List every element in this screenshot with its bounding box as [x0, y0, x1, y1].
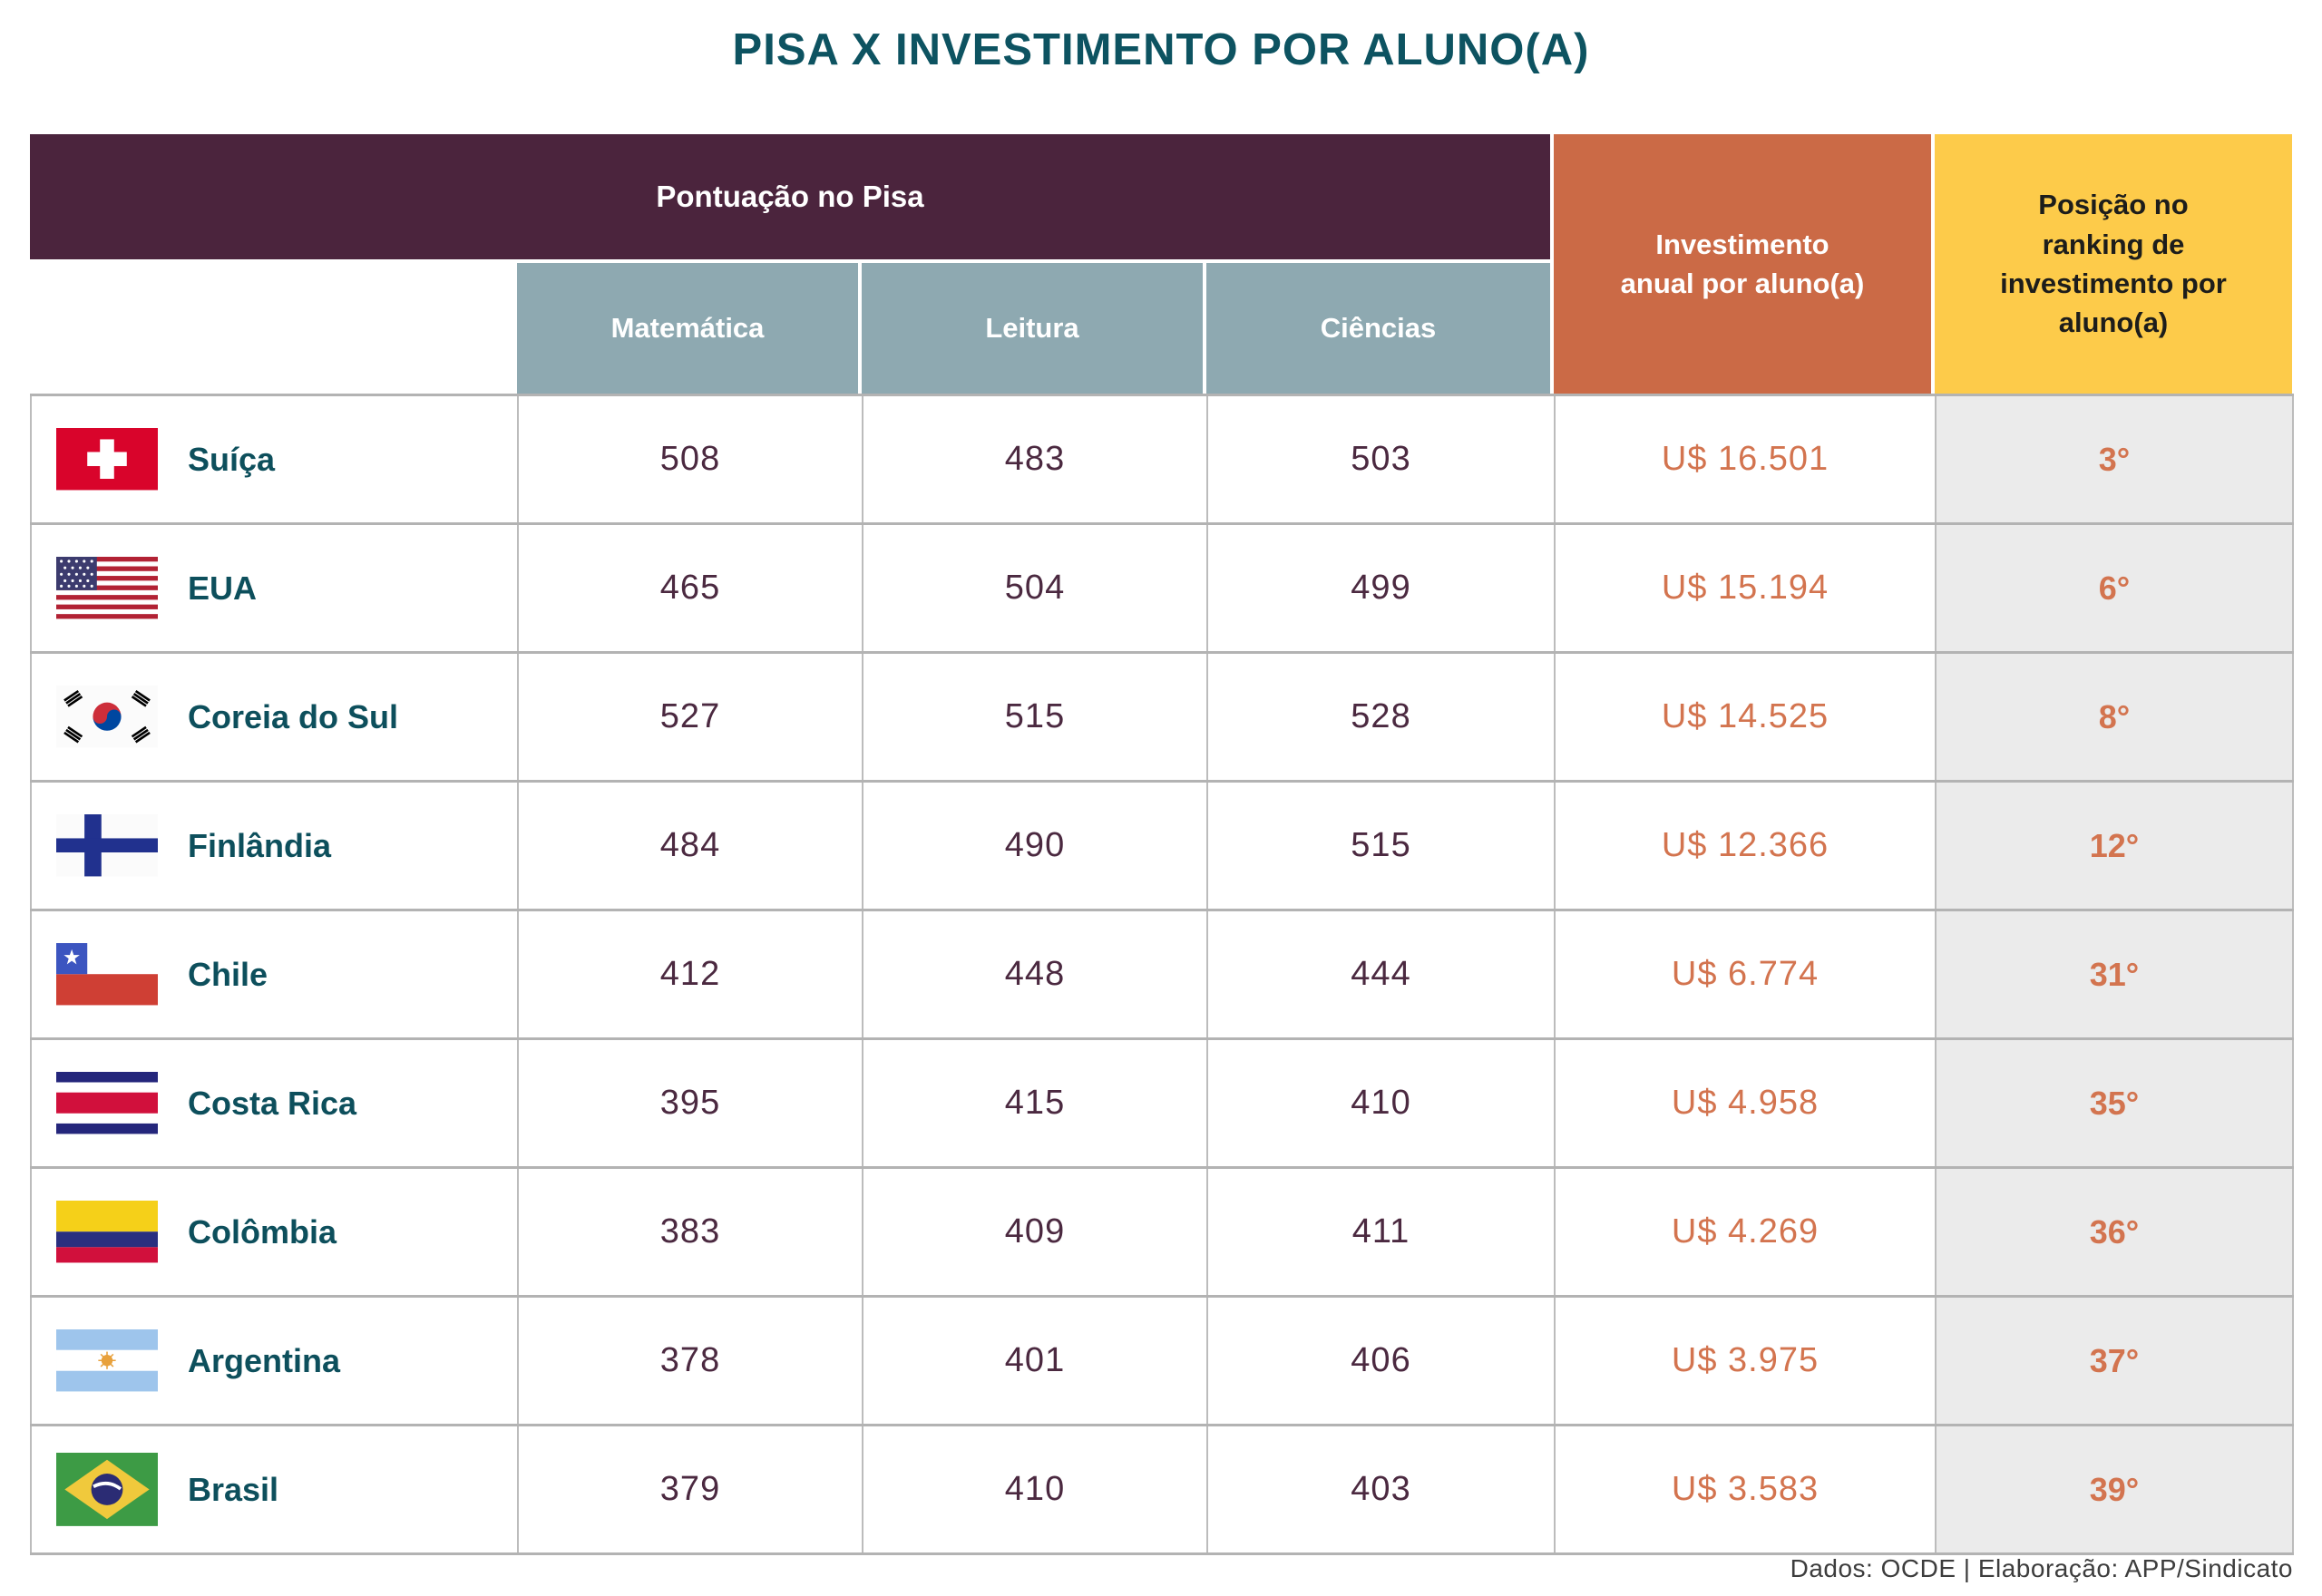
table-row-chile: Chile 412 448 444 U$ 6.774 31°: [30, 909, 2294, 1040]
score-matematica: 378: [517, 1295, 863, 1426]
header-ranking: Posição no ranking de investimento por a…: [1935, 134, 2292, 394]
south-korea-flag-icon: [56, 686, 158, 748]
usa-flag-icon: [56, 557, 158, 619]
table-row-colombia: Colômbia 383 409 411 U$ 4.269 36°: [30, 1166, 2294, 1298]
header-matematica: Matemática: [517, 263, 858, 394]
ranking-value: 6°: [1935, 522, 2294, 654]
investment-value: U$ 3.583: [1554, 1424, 1937, 1555]
table-row-coreia-do-sul: Coreia do Sul 527 515 528 U$ 14.525 8°: [30, 651, 2294, 783]
score-ciencias: 444: [1206, 909, 1556, 1040]
score-matematica: 412: [517, 909, 863, 1040]
score-ciencias: 403: [1206, 1424, 1556, 1555]
score-matematica: 383: [517, 1166, 863, 1298]
score-ciencias: 499: [1206, 522, 1556, 654]
country-cell: Brasil: [30, 1424, 519, 1555]
costa-rica-flag-icon: [56, 1072, 158, 1134]
ranking-value: 31°: [1935, 909, 2294, 1040]
brazil-flag-icon: [56, 1453, 158, 1526]
finland-flag-icon: [56, 814, 158, 877]
ranking-value: 37°: [1935, 1295, 2294, 1426]
ranking-value: 35°: [1935, 1037, 2294, 1169]
score-leitura: 415: [862, 1037, 1208, 1169]
score-leitura: 448: [862, 909, 1208, 1040]
header-leitura: Leitura: [862, 263, 1203, 394]
country-name: EUA: [188, 569, 258, 607]
ranking-value: 8°: [1935, 651, 2294, 783]
switzerland-flag-icon: [56, 428, 158, 491]
score-matematica: 395: [517, 1037, 863, 1169]
score-matematica: 484: [517, 780, 863, 911]
country-name: Brasil: [188, 1470, 279, 1508]
score-leitura: 409: [862, 1166, 1208, 1298]
header-ciencias: Ciências: [1206, 263, 1550, 394]
colombia-flag-icon: [56, 1201, 158, 1263]
investment-value: U$ 4.269: [1554, 1166, 1937, 1298]
score-ciencias: 515: [1206, 780, 1556, 911]
table-row-eua: EUA 465 504 499 U$ 15.194 6°: [30, 522, 2294, 654]
country-name: Suíça: [188, 440, 276, 478]
country-cell: EUA: [30, 522, 519, 654]
table-header: Pontuação no Pisa Matemática Leitura Ciê…: [30, 134, 2292, 394]
score-leitura: 410: [862, 1424, 1208, 1555]
score-leitura: 401: [862, 1295, 1208, 1426]
header-investimento: Investimento anual por aluno(a): [1554, 134, 1931, 394]
country-name: Costa Rica: [188, 1084, 357, 1122]
ranking-value: 39°: [1935, 1424, 2294, 1555]
header-empty-cell: [30, 263, 513, 394]
country-name: Argentina: [188, 1341, 341, 1379]
country-cell: Suíça: [30, 394, 519, 525]
ranking-value: 3°: [1935, 394, 2294, 525]
investment-value: U$ 3.975: [1554, 1295, 1937, 1426]
score-leitura: 515: [862, 651, 1208, 783]
source-credit: Dados: OCDE | Elaboração: APP/Sindicato: [1790, 1554, 2293, 1582]
country-cell: Argentina: [30, 1295, 519, 1426]
score-ciencias: 411: [1206, 1166, 1556, 1298]
score-matematica: 508: [517, 394, 863, 525]
country-name: Coreia do Sul: [188, 697, 399, 735]
country-cell: Chile: [30, 909, 519, 1040]
country-name: Colômbia: [188, 1212, 337, 1251]
score-matematica: 527: [517, 651, 863, 783]
table-row-finlandia: Finlândia 484 490 515 U$ 12.366 12°: [30, 780, 2294, 911]
score-matematica: 379: [517, 1424, 863, 1555]
table-row-suica: Suíça 508 483 503 U$ 16.501 3°: [30, 394, 2294, 525]
table-row-costa-rica: Costa Rica 395 415 410 U$ 4.958 35°: [30, 1037, 2294, 1169]
table-row-brasil: Brasil 379 410 403 U$ 3.583 39°: [30, 1424, 2294, 1555]
ranking-value: 12°: [1935, 780, 2294, 911]
country-cell: Finlândia: [30, 780, 519, 911]
score-ciencias: 406: [1206, 1295, 1556, 1426]
investment-value: U$ 6.774: [1554, 909, 1937, 1040]
score-leitura: 490: [862, 780, 1208, 911]
data-table: Suíça 508 483 503 U$ 16.501 3°: [30, 394, 2294, 1555]
investment-value: U$ 14.525: [1554, 651, 1937, 783]
score-ciencias: 528: [1206, 651, 1556, 783]
country-cell: Costa Rica: [30, 1037, 519, 1169]
score-ciencias: 410: [1206, 1037, 1556, 1169]
header-group-pisa: Pontuação no Pisa: [30, 134, 1550, 259]
table-row-argentina: Argentina 378 401 406 U$ 3.975 37°: [30, 1295, 2294, 1426]
score-leitura: 483: [862, 394, 1208, 525]
chile-flag-icon: [56, 943, 158, 1006]
investment-value: U$ 4.958: [1554, 1037, 1937, 1169]
score-matematica: 465: [517, 522, 863, 654]
country-cell: Colômbia: [30, 1166, 519, 1298]
investment-value: U$ 12.366: [1554, 780, 1937, 911]
score-leitura: 504: [862, 522, 1208, 654]
argentina-flag-icon: [56, 1329, 158, 1392]
country-name: Finlândia: [188, 826, 332, 864]
country-name: Chile: [188, 955, 268, 993]
investment-value: U$ 15.194: [1554, 522, 1937, 654]
page-title: PISA X INVESTIMENTO POR ALUNO(A): [732, 25, 1590, 74]
ranking-value: 36°: [1935, 1166, 2294, 1298]
country-cell: Coreia do Sul: [30, 651, 519, 783]
investment-value: U$ 16.501: [1554, 394, 1937, 525]
score-ciencias: 503: [1206, 394, 1556, 525]
